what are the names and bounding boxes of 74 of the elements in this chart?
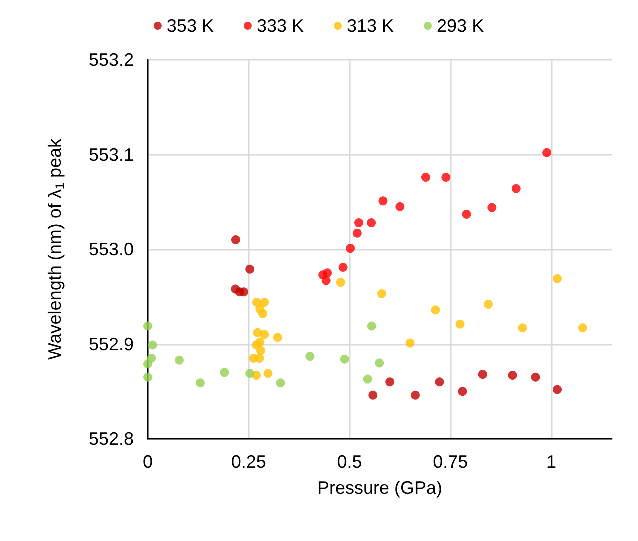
point — [260, 298, 270, 308]
point — [378, 290, 387, 299]
point — [255, 354, 264, 363]
legend-label: 333 K — [256, 16, 304, 36]
point — [512, 184, 521, 194]
point — [352, 228, 362, 238]
point — [411, 390, 420, 400]
x-axis-title: Pressure (GPa) — [317, 478, 443, 498]
y-tick-label: 553.1 — [88, 144, 134, 165]
point — [258, 309, 268, 318]
point — [456, 320, 465, 329]
point — [422, 172, 430, 182]
point — [264, 369, 273, 378]
x-tick-label: 0 — [142, 452, 154, 472]
point — [431, 306, 440, 315]
point — [518, 324, 528, 333]
y-tick-label: 553.2 — [88, 50, 134, 70]
point — [478, 370, 488, 380]
legend-label: 353 K — [166, 16, 214, 36]
y-tick-label: 552.8 — [88, 429, 134, 449]
point — [246, 264, 255, 274]
x-tick-label: 0.5 — [337, 452, 362, 472]
point — [435, 378, 444, 387]
point — [375, 358, 384, 368]
point — [542, 148, 552, 158]
point — [488, 203, 497, 212]
point — [340, 354, 350, 364]
point — [256, 346, 266, 356]
point — [442, 172, 451, 182]
point — [144, 360, 152, 369]
point — [336, 278, 346, 288]
point — [306, 352, 315, 362]
point — [462, 210, 472, 219]
point — [174, 356, 184, 365]
x-tick-label: 0.25 — [231, 452, 266, 472]
point — [354, 218, 364, 228]
legend-label: 293 K — [437, 16, 484, 36]
point — [144, 372, 152, 382]
point — [220, 368, 230, 378]
y-tick-label: 552.9 — [88, 334, 134, 354]
point — [231, 236, 240, 245]
point — [378, 196, 388, 206]
point — [396, 202, 405, 212]
point — [323, 268, 332, 278]
point — [363, 374, 372, 384]
point — [553, 385, 562, 394]
point — [367, 218, 376, 228]
point — [322, 276, 331, 286]
y-axis-title: Wavelength (nm) of λ1 peak — [45, 138, 67, 360]
point — [406, 338, 415, 348]
point — [578, 324, 588, 333]
y-tick-label: 553.0 — [88, 240, 134, 260]
point — [246, 369, 255, 378]
point — [367, 322, 376, 331]
point — [260, 330, 270, 340]
point — [553, 274, 562, 284]
point — [386, 378, 395, 387]
point — [484, 300, 494, 309]
x-tick-label: 0.75 — [433, 452, 468, 472]
legend-label: 313 K — [347, 16, 394, 36]
point — [276, 378, 286, 388]
point — [273, 333, 282, 342]
point — [240, 288, 249, 297]
x-tick-label: 1 — [546, 452, 556, 472]
point — [252, 340, 262, 350]
point — [368, 390, 378, 400]
point — [196, 378, 205, 388]
point — [458, 387, 468, 396]
point — [148, 340, 158, 350]
point — [338, 263, 348, 272]
point — [531, 372, 540, 382]
point — [144, 322, 152, 331]
point — [508, 371, 518, 380]
point — [346, 244, 356, 254]
